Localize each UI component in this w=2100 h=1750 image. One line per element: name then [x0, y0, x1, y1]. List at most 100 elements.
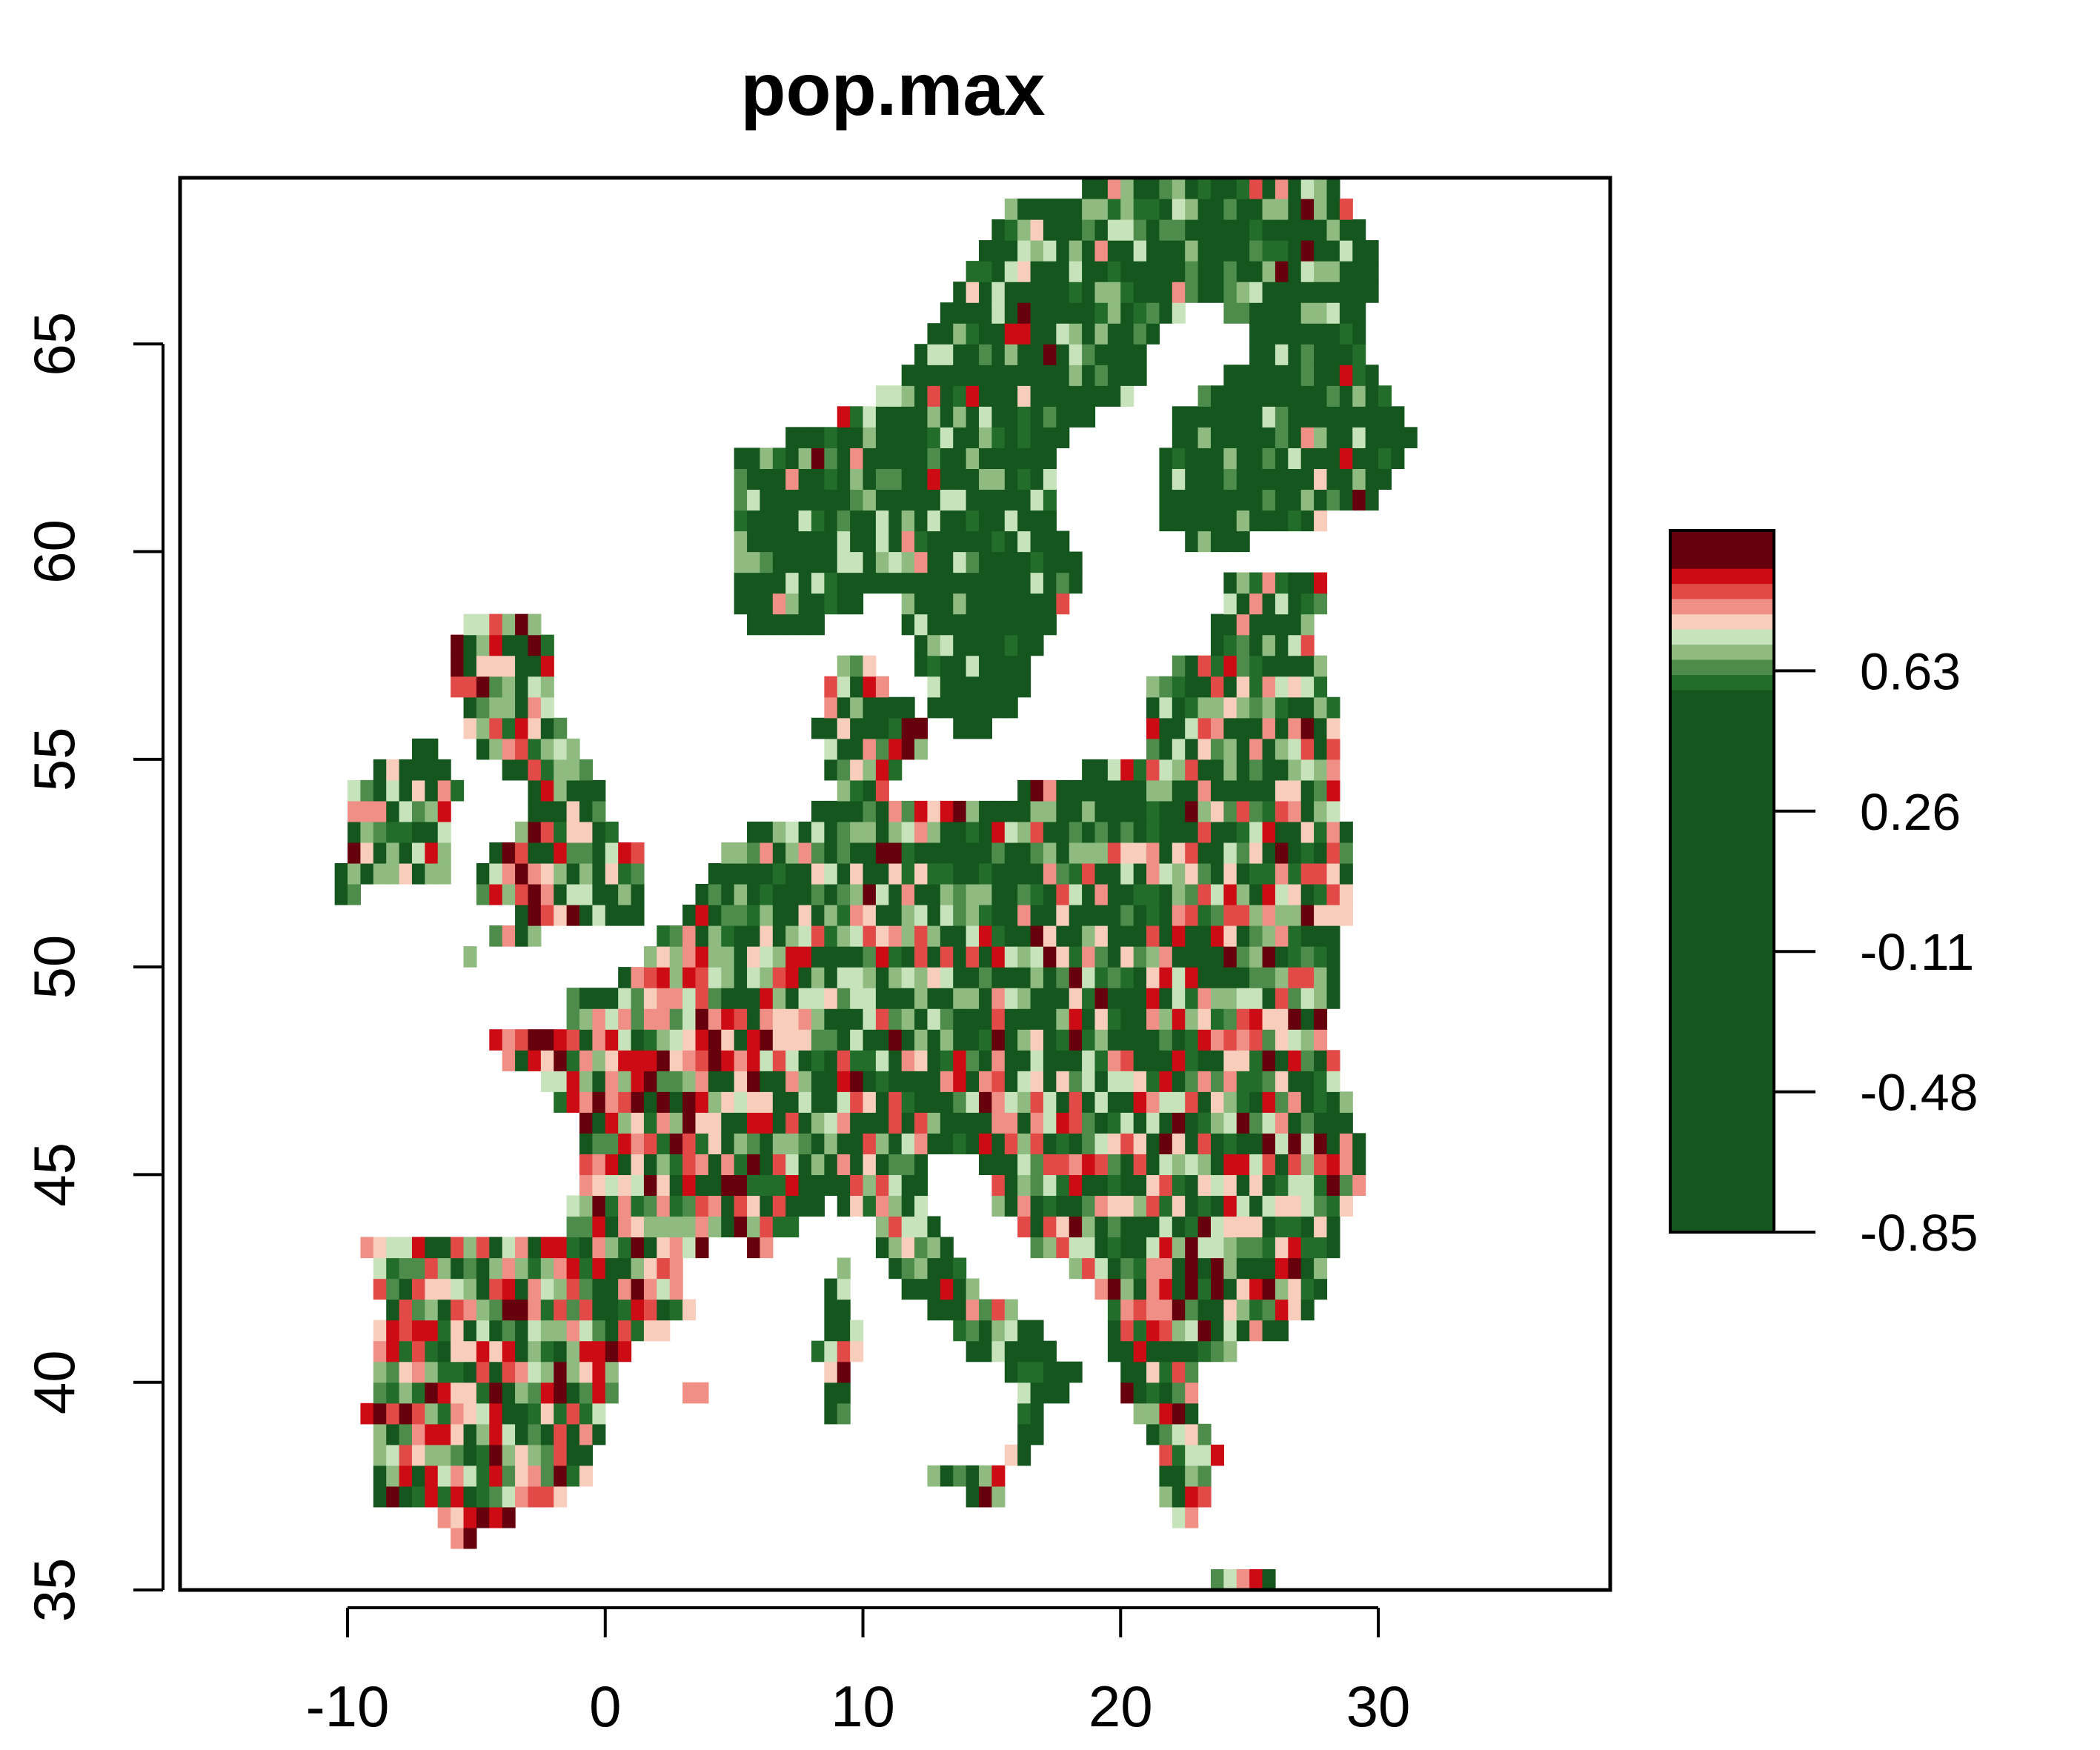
raster-cell — [1314, 1133, 1328, 1154]
raster-cell — [1210, 925, 1224, 947]
raster-cell — [1326, 988, 1340, 1009]
raster-cell — [554, 1278, 568, 1300]
x-tick-label: 10 — [831, 1674, 895, 1739]
raster-cell — [1004, 862, 1018, 885]
raster-cell — [721, 1008, 735, 1030]
raster-cell — [991, 1008, 1006, 1030]
raster-cell — [669, 925, 683, 947]
raster-cell — [798, 884, 812, 905]
raster-cell — [1146, 779, 1160, 802]
raster-cell — [927, 489, 941, 511]
raster-cell — [1275, 489, 1289, 511]
raster-cell — [966, 613, 980, 636]
raster-cell — [888, 1071, 903, 1092]
raster-cell — [579, 1340, 593, 1363]
raster-cell — [811, 967, 825, 988]
raster-cell — [1107, 905, 1121, 926]
raster-cell — [528, 676, 542, 698]
raster-cell — [1210, 717, 1224, 739]
raster-cell — [824, 1091, 838, 1113]
raster-cell — [386, 1257, 400, 1280]
raster-cell — [1107, 261, 1121, 282]
raster-cell — [411, 1403, 425, 1425]
raster-cell — [425, 800, 439, 822]
raster-cell — [1300, 946, 1315, 968]
raster-cell — [695, 1237, 709, 1259]
raster-cell — [901, 800, 915, 822]
raster-cell — [798, 1133, 812, 1154]
raster-cell — [682, 967, 697, 988]
raster-cell — [631, 1174, 645, 1197]
raster-cell — [1288, 240, 1302, 262]
raster-cell — [1043, 468, 1057, 490]
raster-cell — [643, 946, 657, 968]
raster-cell — [1159, 219, 1173, 241]
raster-cell — [1159, 1071, 1173, 1092]
raster-cell — [1133, 946, 1147, 968]
raster-cell — [1172, 738, 1186, 760]
raster-cell — [875, 530, 889, 553]
raster-cell — [682, 1382, 697, 1404]
raster-cell — [966, 800, 980, 822]
raster-cell — [682, 1112, 697, 1134]
raster-cell — [824, 988, 838, 1009]
raster-cell — [991, 1485, 1006, 1508]
raster-cell — [1120, 988, 1134, 1009]
raster-cell — [1017, 427, 1031, 448]
raster-cell — [579, 1382, 593, 1404]
raster-cell — [669, 988, 683, 1009]
raster-cell — [437, 1465, 451, 1487]
raster-cell — [914, 1029, 928, 1051]
raster-cell — [1262, 655, 1276, 677]
raster-cell — [618, 1195, 632, 1217]
raster-cell — [1352, 261, 1366, 282]
raster-cell — [1314, 593, 1328, 615]
raster-cell — [824, 1050, 838, 1071]
raster-cell — [502, 1320, 516, 1342]
raster-cell — [1275, 1008, 1289, 1030]
raster-cell — [785, 468, 800, 490]
raster-cell — [785, 1008, 800, 1030]
raster-cell — [772, 489, 786, 511]
raster-cell — [1069, 800, 1083, 822]
raster-cell — [528, 1278, 542, 1300]
raster-cell — [1030, 406, 1044, 427]
raster-cell — [1043, 1174, 1057, 1197]
raster-cell — [373, 1382, 387, 1404]
raster-cell — [1262, 988, 1276, 1009]
raster-cell — [1223, 613, 1237, 636]
raster-cell — [425, 1382, 439, 1404]
raster-cell — [1004, 282, 1018, 303]
raster-cell — [953, 282, 967, 303]
raster-cell — [554, 1320, 568, 1342]
raster-cell — [1004, 988, 1018, 1009]
raster-cell — [927, 655, 941, 677]
raster-cell — [888, 905, 903, 926]
raster-cell — [927, 530, 941, 553]
raster-cell — [579, 1133, 593, 1154]
raster-cell — [451, 1340, 465, 1363]
raster-cell — [837, 862, 851, 885]
raster-cell — [1146, 759, 1160, 781]
raster-cell — [566, 1444, 580, 1466]
raster-cell — [1249, 717, 1263, 739]
raster-cell — [528, 1299, 542, 1321]
raster-cell — [1043, 1216, 1057, 1238]
raster-cell — [1288, 1278, 1302, 1300]
raster-cell — [979, 1320, 993, 1342]
raster-cell — [875, 821, 889, 843]
raster-cell — [1172, 448, 1186, 470]
raster-cell — [1069, 365, 1083, 386]
raster-cell — [1056, 842, 1070, 864]
raster-cell — [1223, 1071, 1237, 1092]
raster-cell — [1210, 1299, 1224, 1321]
raster-cell — [747, 862, 761, 885]
raster-cell — [592, 1216, 606, 1238]
raster-cell — [940, 613, 954, 636]
raster-cell — [437, 821, 451, 843]
raster-cell — [1004, 323, 1018, 345]
raster-cell — [811, 1340, 825, 1363]
raster-cell — [579, 1050, 593, 1071]
raster-cell — [1275, 613, 1289, 636]
raster-cell — [554, 717, 568, 739]
